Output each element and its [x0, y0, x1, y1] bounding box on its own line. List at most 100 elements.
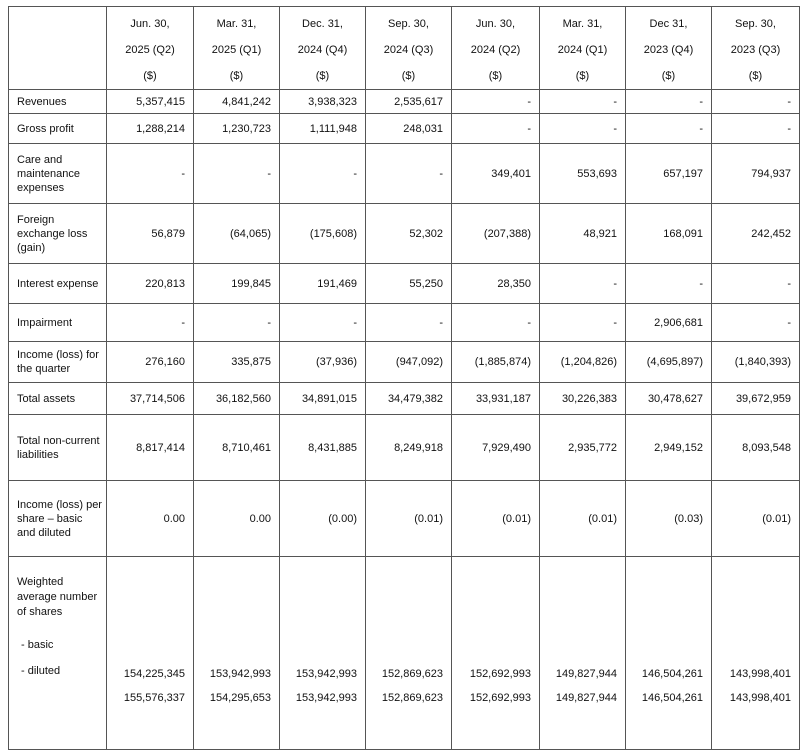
header-cell: Mar. 31, 2024 (Q1) ($): [539, 6, 626, 90]
value-cell: 30,226,383: [539, 382, 626, 415]
value-cell: 4,841,242: [193, 89, 280, 114]
header-line: Mar. 31,: [216, 18, 257, 30]
value-cell: 153,942,993 153,942,993: [279, 556, 366, 750]
value-cell: 55,250: [365, 263, 452, 304]
row-label: Total non-current liabilities: [8, 414, 107, 481]
row-label: Total assets: [8, 382, 107, 415]
table-body: Jun. 30, 2025 (Q2) ($) Mar. 31, 2025 (Q1) ($)…: [8, 6, 800, 750]
value-cell: 3,938,323: [279, 89, 366, 114]
value-cell: -: [711, 89, 800, 114]
value-cell: (1,885,874): [451, 341, 540, 383]
value-cell: 30,478,627: [625, 382, 712, 415]
basic-value: 149,827,944: [555, 668, 617, 680]
header-line: ($): [575, 70, 590, 82]
weighted-row: Weighted average number of shares - basic…: [8, 556, 800, 750]
basic-value: 146,504,261: [641, 668, 703, 680]
value-cell: 168,091: [625, 203, 712, 264]
value-cell: 154,225,345 155,576,337: [106, 556, 194, 750]
data-row: Care and maintenance expenses - - - -349,401…: [8, 143, 800, 204]
row-label: Impairment: [8, 303, 107, 342]
value-cell: 52,302: [365, 203, 452, 264]
header-line: ($): [488, 70, 503, 82]
value-cell: 335,875: [193, 341, 280, 383]
value-cell: (175,608): [279, 203, 366, 264]
value-cell: -: [711, 303, 800, 342]
header-line: 2024 (Q2): [470, 44, 521, 56]
value-cell: 8,817,414: [106, 414, 194, 481]
row-label: Care and maintenance expenses: [8, 143, 107, 204]
value-cell: -: [279, 303, 366, 342]
value-cell: 33,931,187: [451, 382, 540, 415]
header-line: 2024 (Q1): [557, 44, 608, 56]
value-cell: 8,710,461: [193, 414, 280, 481]
value-cell: 242,452: [711, 203, 800, 264]
value-cell: (0.01): [539, 480, 626, 557]
value-cell: -: [539, 303, 626, 342]
value-cell: 1,230,723: [193, 113, 280, 144]
value-cell: 8,249,918: [365, 414, 452, 481]
value-cell: 48,921: [539, 203, 626, 264]
value-cell: -: [106, 303, 194, 342]
value-cell: 2,949,152: [625, 414, 712, 481]
value-cell: (0.03): [625, 480, 712, 557]
corner-cell: [8, 6, 107, 90]
diluted-value: 155,576,337: [123, 692, 185, 704]
value-cell: 276,160: [106, 341, 194, 383]
value-cell: 143,998,401 143,998,401: [711, 556, 800, 750]
value-cell: -: [539, 113, 626, 144]
basic-label: - basic: [21, 639, 54, 651]
data-row: Total assets 37,714,506 36,182,560 34,891,0…: [8, 382, 800, 415]
header-line: Sep. 30,: [735, 18, 776, 30]
header-cell: Jun. 30, 2025 (Q2) ($): [106, 6, 194, 90]
header-line: 2023 (Q4): [643, 44, 694, 56]
value-cell: (0.00): [279, 480, 366, 557]
value-cell: 1,288,214: [106, 113, 194, 144]
value-cell: 2,935,772: [539, 414, 626, 481]
value-cell: -: [193, 303, 280, 342]
value-cell: 220,813: [106, 263, 194, 304]
value-cell: -: [625, 263, 712, 304]
value-cell: -: [625, 113, 712, 144]
data-row: Revenues 5,357,415 4,841,242 3,938,323 2,535…: [8, 89, 800, 114]
basic-value: 152,692,993: [469, 668, 531, 680]
value-cell: 2,906,681: [625, 303, 712, 342]
row-label: Income (loss) per share – basic and dilu…: [8, 480, 107, 557]
value-cell: -: [193, 143, 280, 204]
value-cell: -: [451, 89, 540, 114]
value-cell: 7,929,490: [451, 414, 540, 481]
diluted-value: 154,295,653: [209, 692, 271, 704]
basic-value: 153,942,993: [295, 668, 357, 680]
weighted-label: Weighted average number of shares: [17, 576, 98, 618]
basic-value: 153,942,993: [209, 668, 271, 680]
header-cell: Dec. 31, 2024 (Q4) ($): [279, 6, 366, 90]
value-cell: 146,504,261 146,504,261: [625, 556, 712, 750]
value-cell: (4,695,897): [625, 341, 712, 383]
value-cell: (0.01): [451, 480, 540, 557]
diluted-value: 143,998,401: [729, 692, 791, 704]
data-row: Total non-current liabilities 8,817,414 8,…: [8, 414, 800, 481]
value-cell: 5,357,415: [106, 89, 194, 114]
header-line: 2025 (Q1): [211, 44, 262, 56]
header-line: ($): [143, 70, 157, 82]
header-line: 2025 (Q2): [125, 44, 175, 56]
value-cell: 37,714,506: [106, 382, 194, 415]
value-cell: 36,182,560: [193, 382, 280, 415]
header-cell: Mar. 31, 2025 (Q1) ($): [193, 6, 280, 90]
table-wrap: Jun. 30, 2025 (Q2) ($) Mar. 31, 2025 (Q1) ($)…: [8, 6, 800, 750]
value-cell: 794,937: [711, 143, 800, 204]
row-label: Interest expense: [8, 263, 107, 304]
value-cell: 152,869,623 152,869,623: [365, 556, 452, 750]
header-cell: Jun. 30, 2024 (Q2) ($): [451, 6, 540, 90]
value-cell: 248,031: [365, 113, 452, 144]
data-row: Gross profit 1,288,214 1,230,723 1,111,948 2…: [8, 113, 800, 144]
value-cell: -: [106, 143, 194, 204]
data-row: Interest expense 220,813 199,845 191,469 55,…: [8, 263, 800, 304]
header-line: ($): [401, 70, 416, 82]
value-cell: 28,350: [451, 263, 540, 304]
header-line: Sep. 30,: [388, 18, 429, 30]
header-line: Jun. 30,: [475, 18, 516, 30]
value-cell: (0.01): [711, 480, 800, 557]
data-row: Foreign exchange loss (gain) 56,879 (64,06…: [8, 203, 800, 264]
value-cell: 1,111,948: [279, 113, 366, 144]
